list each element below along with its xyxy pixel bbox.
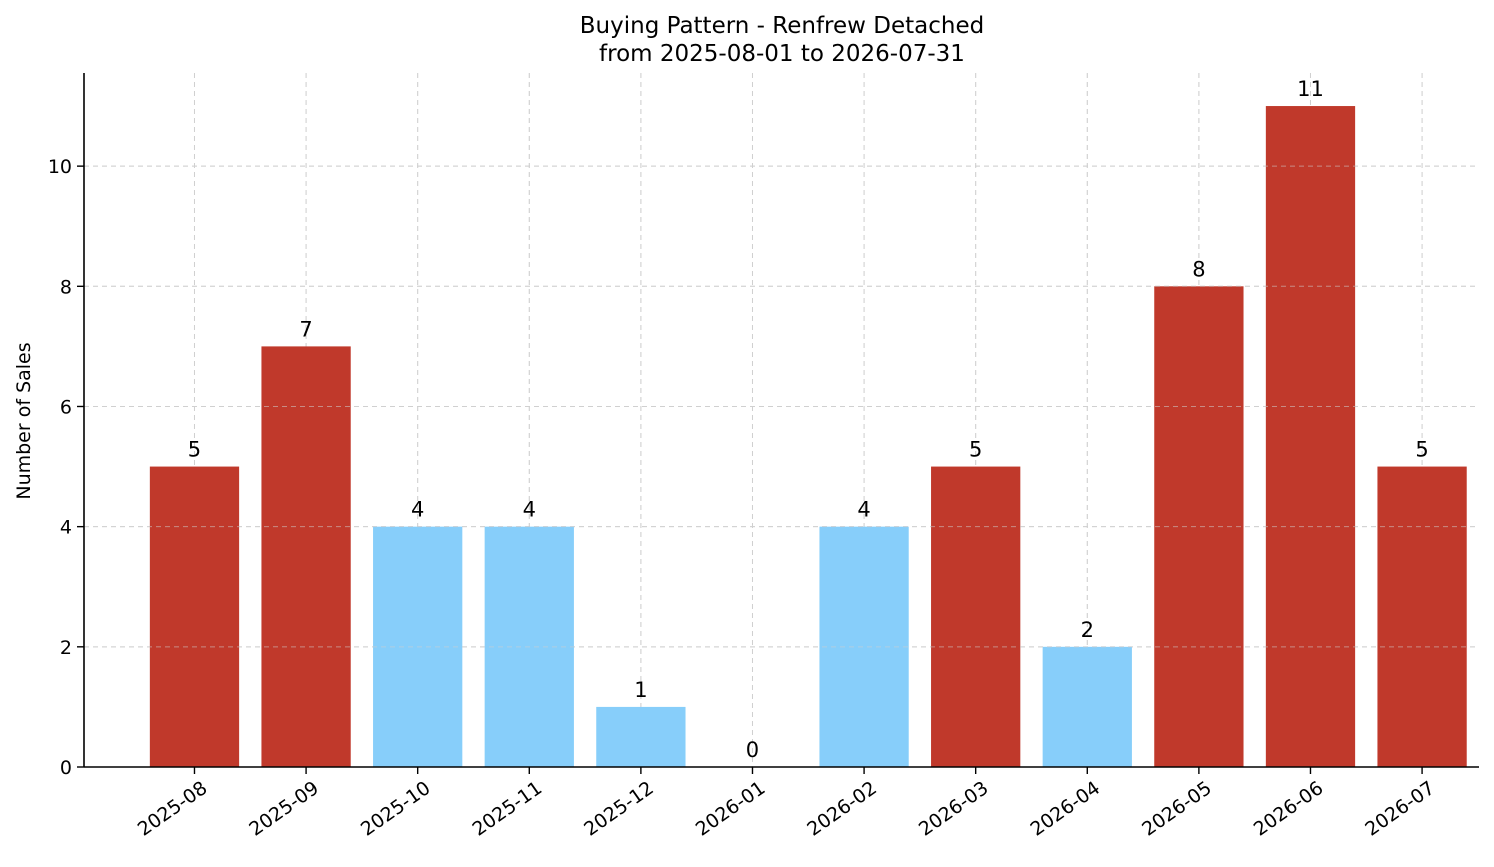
x-tick-label-2026-03: 2026-03 xyxy=(915,777,993,841)
x-tick-label-2025-09: 2025-09 xyxy=(245,777,323,841)
chart-title-line-1: Buying Pattern - Renfrew Detached xyxy=(580,13,984,39)
bar-2025-12 xyxy=(596,706,686,767)
x-tick-label-2025-12: 2025-12 xyxy=(580,777,658,841)
bar-2026-07 xyxy=(1377,466,1467,767)
x-tick-label-2026-04: 2026-04 xyxy=(1027,777,1105,841)
x-tick-label-2026-07: 2026-07 xyxy=(1361,777,1439,841)
x-tick-label-2025-10: 2025-10 xyxy=(357,777,435,841)
data-label-2025-08: 5 xyxy=(188,438,201,462)
data-label-2026-03: 5 xyxy=(969,438,982,462)
data-label-2025-10: 4 xyxy=(411,498,424,522)
data-label-2026-02: 4 xyxy=(857,498,870,522)
y-tick-label: 8 xyxy=(60,276,72,298)
data-label-2026-04: 2 xyxy=(1081,618,1094,642)
bar-2025-08 xyxy=(149,466,240,767)
data-label-2025-12: 1 xyxy=(634,678,647,702)
y-tick-label: 2 xyxy=(60,637,72,659)
data-label-2026-01: 0 xyxy=(746,738,759,762)
y-tick-label: 6 xyxy=(60,396,72,418)
x-tick-label-2026-02: 2026-02 xyxy=(803,777,881,841)
bar-2026-06 xyxy=(1265,106,1356,768)
y-tick-label: 10 xyxy=(48,156,72,178)
data-label-2026-06: 11 xyxy=(1297,77,1324,101)
x-tick-label-2026-06: 2026-06 xyxy=(1250,777,1328,841)
data-label-2025-11: 4 xyxy=(523,498,536,522)
x-tick-label-2026-01: 2026-01 xyxy=(692,777,770,841)
bar-2025-09 xyxy=(261,346,351,767)
data-label-2025-09: 7 xyxy=(299,317,312,341)
y-tick-label: 4 xyxy=(60,517,72,539)
x-tick-label-2025-11: 2025-11 xyxy=(469,777,547,841)
bar-2026-03 xyxy=(931,466,1021,767)
x-tick-label-2026-05: 2026-05 xyxy=(1138,777,1216,841)
bars xyxy=(84,106,1479,768)
bar-2026-04 xyxy=(1042,646,1132,767)
x-tick-label-2025-08: 2025-08 xyxy=(134,777,212,841)
data-labels: 5 7 4 4 1 0 4 5 2 8 11 5 xyxy=(188,77,1429,762)
y-axis-label: Number of Sales xyxy=(13,342,35,499)
data-label-2026-05: 8 xyxy=(1192,257,1205,281)
y-tick-label: 0 xyxy=(60,757,72,779)
chart-title-line-2: from 2025-08-01 to 2026-07-31 xyxy=(599,41,965,67)
data-label-2026-07: 5 xyxy=(1415,438,1428,462)
